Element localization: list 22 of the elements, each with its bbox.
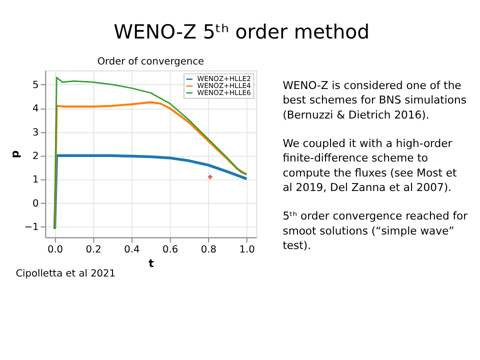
y-tick-label: 2 xyxy=(32,151,39,162)
y-tick-label: 5 xyxy=(32,80,39,92)
y-tick-label: 4 xyxy=(32,104,39,115)
y-tick-label: 3 xyxy=(32,127,39,138)
y-tick-label: −1 xyxy=(24,222,39,234)
x-tick-label: 1.0 xyxy=(239,244,255,256)
line-series xyxy=(54,101,248,230)
x-tick-label: 0.6 xyxy=(162,244,178,256)
y-axis-title: p xyxy=(8,150,22,158)
text: WENO-Z 5ᵗʰ order method xyxy=(114,20,370,44)
x-axis-title: t xyxy=(148,257,154,270)
x-tick-label: 0.4 xyxy=(124,244,140,256)
chart-title: Order of convergence xyxy=(97,56,204,68)
y-tick-label: 1 xyxy=(32,174,39,186)
text: 5ᵗʰ order convergence reached for smoot solutions (“simple wave” test). xyxy=(282,210,468,252)
text: We coupled it with a high-order finite-difference scheme to compute the fluxes (see Most et al 2019, Del Zanna et al 2007). xyxy=(282,136,457,194)
y-tick-label: 0 xyxy=(32,198,39,210)
x-tick-label: 0.0 xyxy=(47,244,64,256)
x-tick-label: 0.8 xyxy=(200,244,217,256)
text: Cipolletta et al 2021 xyxy=(16,268,116,280)
text: WENO-Z is considered one of the best schemes for BNS simulations (Bernuzzi & Dietrich 2016). xyxy=(282,79,467,122)
x-tick-label: 0.2 xyxy=(86,244,102,256)
